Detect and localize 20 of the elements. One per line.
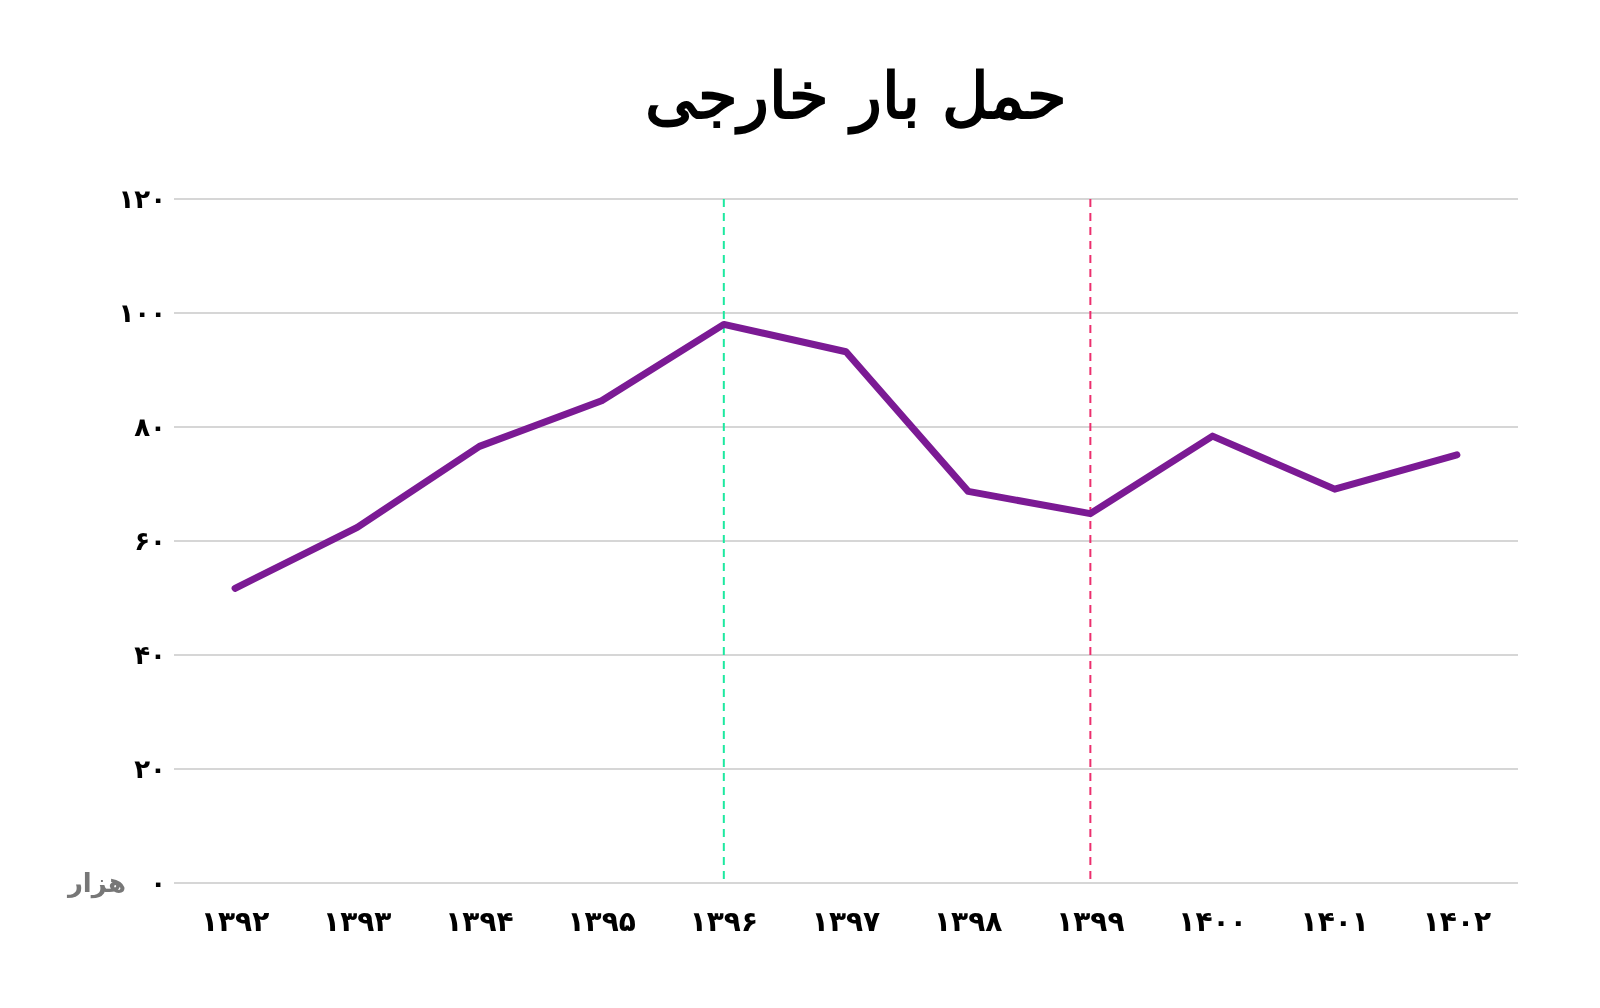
y-axis-title: هزار [65,868,126,900]
y-tick-label: ۱۰۰ [118,298,166,329]
y-tick-label: ۲۰ [134,754,166,785]
x-tick-label: ۱۳۹۹ [1056,905,1125,938]
x-tick-label: ۱۳۹۵ [567,905,636,938]
x-tick-label: ۱۳۹۸ [934,905,1003,938]
y-tick-label: ۰ [150,868,166,899]
x-tick-label: ۱۴۰۲ [1422,905,1492,938]
x-tick-label: ۱۴۰۰ [1178,905,1247,938]
chart-title: حمل بار خارجی [644,58,1068,135]
y-tick-label: ۶۰ [134,526,166,557]
y-tick-label: ۸۰ [134,412,166,443]
y-tick-label: ۴۰ [134,640,166,671]
x-tick-label: ۱۴۰۱ [1300,905,1369,938]
y-tick-label: ۱۲۰ [118,184,166,215]
x-tick-label: ۱۳۹۷ [811,905,881,938]
x-tick-label: ۱۳۹۲ [200,905,270,938]
x-tick-label: ۱۳۹۳ [323,905,392,938]
x-tick-label: ۱۳۹۴ [445,905,514,938]
x-tick-label: ۱۳۹۶ [689,905,758,938]
